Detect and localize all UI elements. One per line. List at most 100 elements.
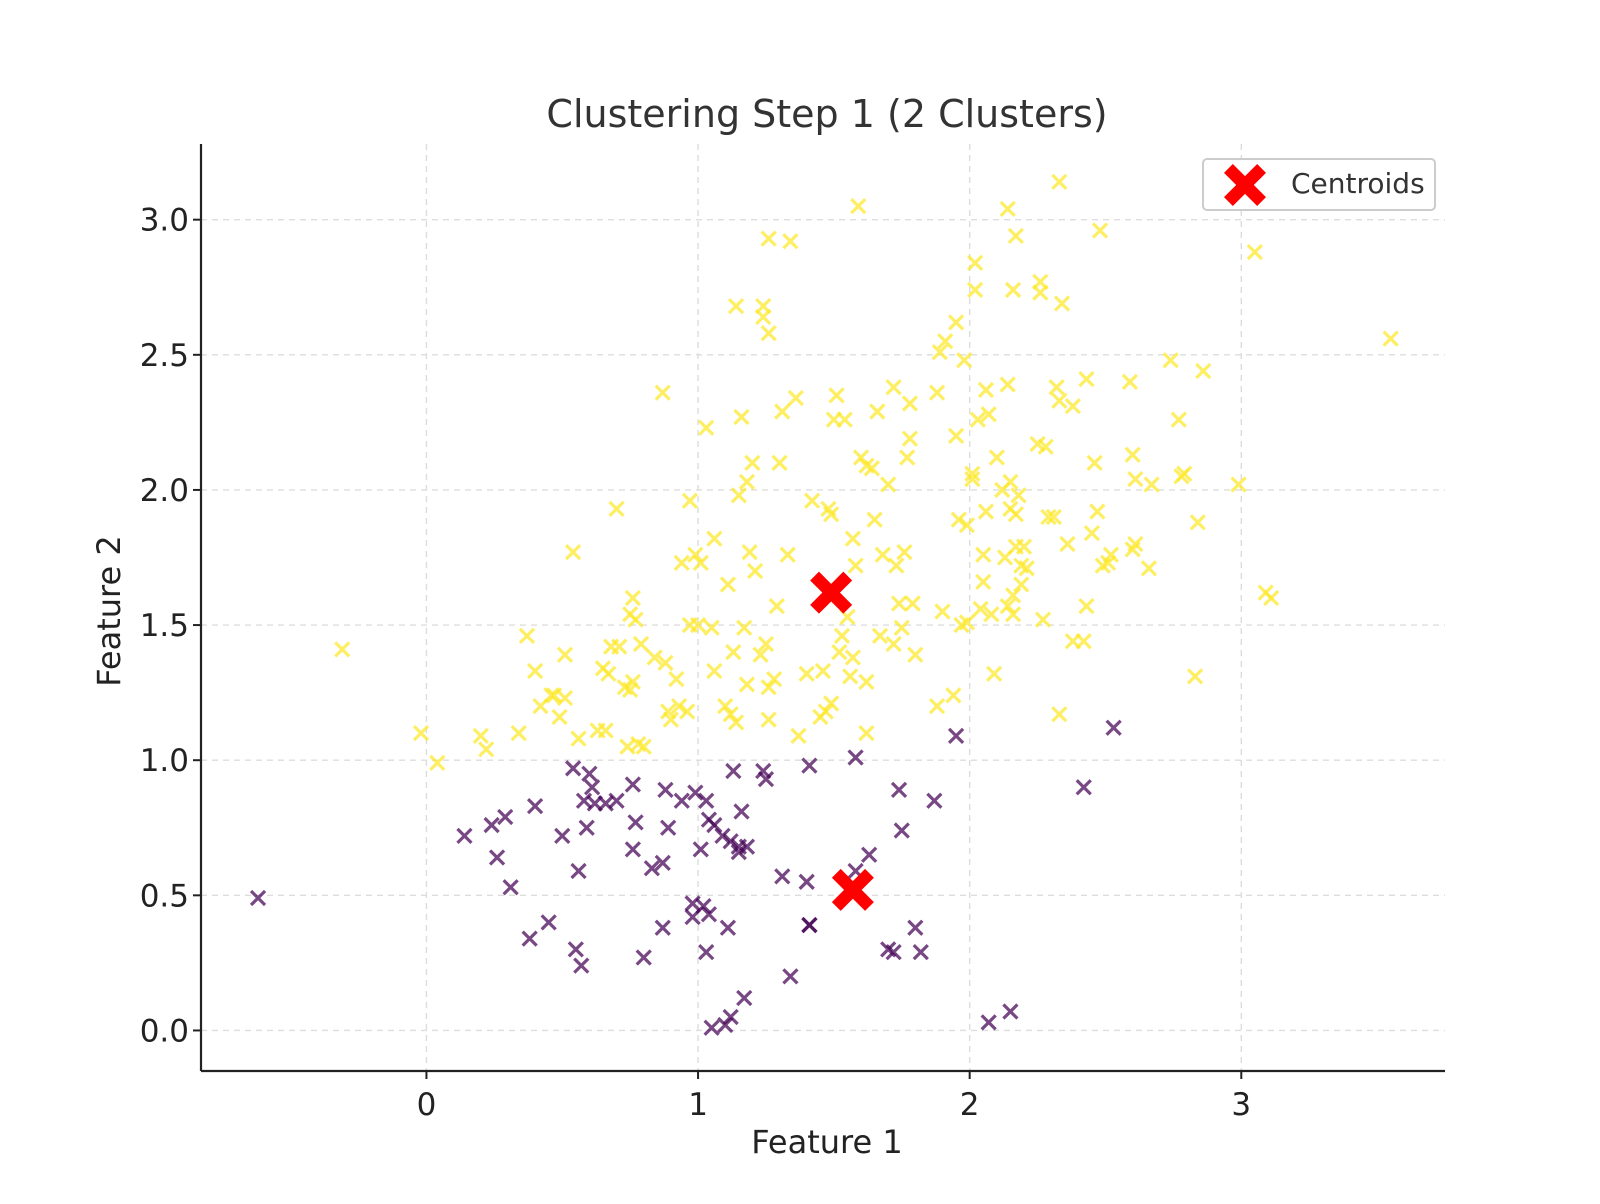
- cluster-1-point: [787, 389, 804, 407]
- cluster-1-point: [863, 460, 881, 477]
- cluster-1-point: [679, 703, 696, 720]
- cluster-1-point: [1064, 398, 1082, 415]
- cluster-1-point: [670, 698, 688, 715]
- cluster-0-point: [801, 916, 818, 934]
- cluster-1-point: [896, 543, 913, 561]
- cluster-0-point: [706, 816, 723, 834]
- cluster-1-point: [899, 449, 916, 466]
- cluster-1-point: [842, 668, 859, 685]
- cluster-1-point: [412, 725, 430, 742]
- cluster-1-point: [1034, 611, 1052, 628]
- cluster-0-point: [907, 919, 924, 936]
- cluster-1-point: [1010, 487, 1027, 504]
- cluster-1-point: [1091, 222, 1109, 239]
- cluster-0-point: [698, 792, 715, 809]
- centroid-marker: [831, 868, 874, 911]
- cluster-1-point: [717, 698, 734, 715]
- cluster-1-point: [969, 411, 986, 428]
- cluster-1-point: [1004, 587, 1022, 604]
- cluster-1-point: [844, 530, 862, 547]
- cluster-1-point: [956, 352, 973, 369]
- cluster-1-point: [804, 492, 821, 509]
- cluster-1-point: [975, 573, 992, 590]
- cluster-1-point: [1162, 352, 1179, 369]
- cluster-0-point: [564, 760, 582, 777]
- cluster-1-point: [934, 603, 951, 620]
- cluster-1-point: [893, 619, 910, 636]
- cluster-1-point: [1015, 538, 1033, 555]
- cluster-1-point: [850, 198, 867, 215]
- cluster-1-point: [964, 470, 981, 488]
- cluster-1-point: [755, 298, 772, 315]
- cluster-1-point: [564, 543, 582, 561]
- ticks: 0 1 2 3 0.0 0.5 1.0 1.5 2.0 2.5 3.0: [140, 203, 1251, 1123]
- cluster-1-point: [866, 511, 883, 528]
- cluster-0-point: [719, 919, 737, 936]
- cluster-0-point: [687, 784, 704, 801]
- cluster-0-point: [717, 1016, 734, 1034]
- cluster-1-point: [999, 598, 1016, 615]
- cluster-1-point: [928, 384, 946, 401]
- cluster-0-point: [660, 819, 677, 836]
- cluster-0-point: [698, 943, 715, 961]
- cluster-1-point: [687, 546, 704, 563]
- cluster-1-point: [1004, 606, 1022, 623]
- cluster-1-point: [1102, 546, 1120, 563]
- cluster-0-point: [521, 930, 538, 947]
- cluster-1-point: [828, 387, 845, 404]
- y-tick-label: 2.5: [140, 338, 189, 374]
- cluster-1-point: [890, 595, 908, 612]
- cluster-1-point: [760, 711, 777, 728]
- cluster-1-point: [958, 614, 976, 631]
- cluster-1-point: [757, 635, 775, 653]
- cluster-0-point: [782, 968, 799, 985]
- cluster-1-point: [1127, 535, 1144, 553]
- cluster-1-point: [869, 403, 886, 420]
- cluster-0-point: [736, 989, 753, 1007]
- cluster-1-point: [765, 670, 783, 688]
- cluster-1-point: [1007, 506, 1024, 523]
- cluster-1-point: [1173, 468, 1190, 485]
- cluster-1-point: [1078, 598, 1095, 615]
- cluster-1-point: [746, 562, 764, 580]
- cluster-1-point: [635, 738, 652, 755]
- cluster-1-point: [738, 473, 756, 490]
- cluster-1-point: [880, 476, 897, 493]
- cluster-1-point: [947, 314, 965, 331]
- cluster-0-point: [502, 879, 519, 896]
- cluster-1-point: [526, 662, 544, 680]
- cluster-1-point: [1170, 411, 1187, 428]
- cluster-1-point: [608, 500, 625, 517]
- cluster-1-point: [980, 406, 997, 423]
- cluster-1-point: [790, 727, 807, 745]
- cluster-1-point: [1083, 525, 1101, 542]
- cluster-1-point: [692, 554, 709, 572]
- cluster-0-point: [483, 816, 500, 834]
- cluster-1-point: [1075, 633, 1092, 650]
- cluster-1-point: [1013, 576, 1030, 593]
- cluster-0-point: [488, 849, 506, 866]
- cluster-1-point: [928, 698, 946, 715]
- cluster-1-point: [823, 695, 840, 712]
- cluster-1-point: [1195, 362, 1212, 380]
- cluster-1-point: [722, 706, 739, 723]
- centroid-marker: [810, 571, 853, 614]
- cluster-1-point: [654, 384, 671, 401]
- cluster-1-point: [611, 638, 628, 655]
- cluster-1-point: [1053, 295, 1071, 312]
- x-axis-label: Feature 1: [751, 1123, 902, 1161]
- cluster-1-point: [738, 676, 756, 693]
- cluster-1-point: [937, 333, 954, 350]
- cluster-0-point: [1002, 1003, 1019, 1020]
- cluster-1-point: [836, 411, 853, 428]
- cluster-1-point: [999, 376, 1016, 393]
- cluster-1-point: [556, 646, 574, 663]
- cluster-0-point: [624, 776, 642, 793]
- cluster-0-point: [581, 765, 598, 782]
- cluster-1-point: [706, 662, 723, 680]
- cluster-0-point: [1105, 719, 1122, 736]
- cluster-0-point: [980, 1014, 997, 1031]
- cluster-0-point: [657, 781, 674, 799]
